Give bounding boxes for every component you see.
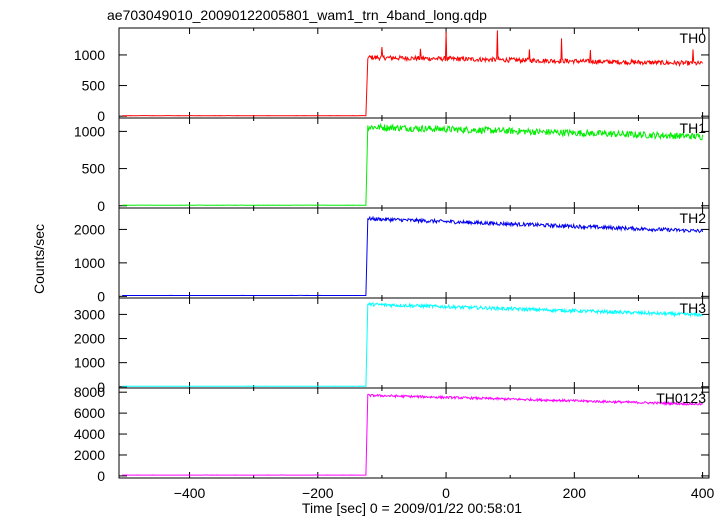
panel-frame bbox=[118, 387, 710, 479]
y-tick-label: 0 bbox=[97, 468, 105, 484]
y-tick-label: 8000 bbox=[74, 384, 105, 400]
y-tick-label: 0 bbox=[97, 379, 105, 395]
y-tick-label: 0 bbox=[97, 108, 105, 124]
y-tick-label: 1000 bbox=[74, 255, 105, 271]
y-tick-label: 6000 bbox=[74, 405, 105, 421]
y-axis-label: Counts/sec bbox=[31, 224, 47, 294]
series-label: TH0 bbox=[680, 30, 707, 46]
y-tick-label: 1000 bbox=[74, 123, 105, 139]
y-tick-label: 4000 bbox=[74, 426, 105, 442]
series-label: TH3 bbox=[680, 300, 707, 316]
series-label: TH1 bbox=[680, 120, 707, 136]
y-tick-label: 2000 bbox=[74, 447, 105, 463]
x-tick-label: 400 bbox=[691, 485, 715, 501]
y-tick-label: 2000 bbox=[74, 221, 105, 237]
x-axis-label: Time [sec] 0 = 2009/01/22 00:58:01 bbox=[302, 500, 522, 516]
y-tick-label: 500 bbox=[82, 161, 106, 177]
y-tick-label: 0 bbox=[97, 198, 105, 214]
y-tick-label: 0 bbox=[97, 288, 105, 304]
panel-th1: 0 500 1000 TH1 bbox=[74, 117, 710, 214]
panel-th0123: 0 2000 4000 6000 8000 TH0123 −400 −200 0 200 400 bbox=[74, 384, 715, 501]
panel-th2: 0 1000 2000 TH2 bbox=[74, 207, 710, 304]
panel-frame bbox=[118, 27, 710, 119]
series-line-th0 bbox=[122, 30, 704, 117]
x-tick-label: 200 bbox=[563, 485, 587, 501]
y-tick-label: 1000 bbox=[74, 355, 105, 371]
series-label: TH0123 bbox=[656, 390, 706, 406]
series-line-th2 bbox=[122, 215, 704, 297]
chart-title: ae703049010_20090122005801_wam1_trn_4ban… bbox=[107, 7, 487, 23]
panel-th0: 0 500 1000 TH0 bbox=[74, 27, 710, 124]
y-tick-label: 500 bbox=[82, 78, 106, 94]
series-line-th0123 bbox=[122, 393, 704, 476]
x-tick-label: −400 bbox=[174, 485, 206, 501]
y-tick-label: 3000 bbox=[74, 306, 105, 322]
panel-th3: 0 1000 2000 3000 TH3 bbox=[74, 297, 710, 395]
series-label: TH2 bbox=[680, 210, 707, 226]
series-line-th1 bbox=[122, 122, 704, 206]
y-tick-label: 1000 bbox=[74, 47, 105, 63]
panel-frame bbox=[118, 117, 710, 209]
y-tick-label: 2000 bbox=[74, 331, 105, 347]
series-line-th3 bbox=[122, 302, 704, 387]
x-tick-label: −200 bbox=[302, 485, 334, 501]
x-tick-label: 0 bbox=[442, 485, 450, 501]
